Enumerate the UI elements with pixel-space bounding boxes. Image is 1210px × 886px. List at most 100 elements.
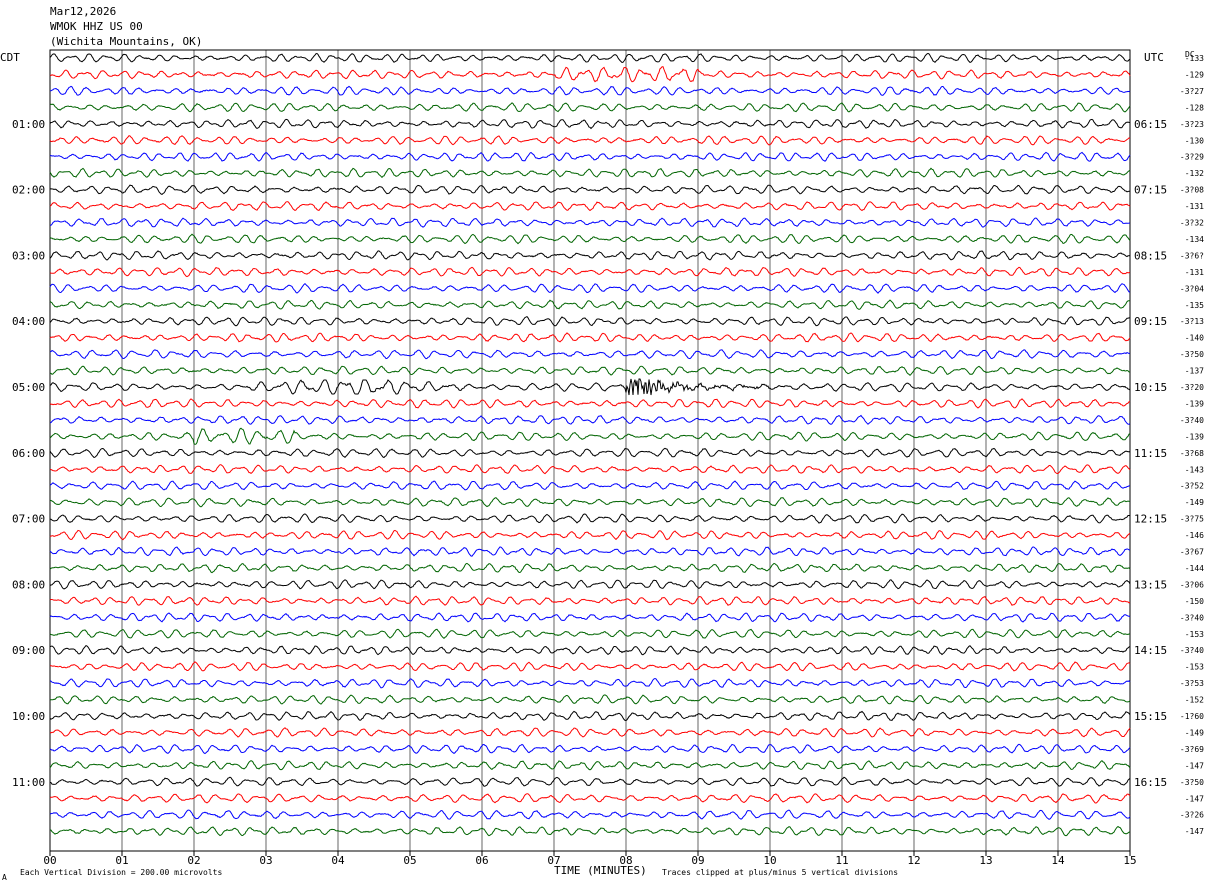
trace-row <box>49 612 1131 623</box>
trace-row <box>49 776 1131 787</box>
dc-offset-label: -143 <box>1185 465 1204 474</box>
right-timezone-label: UTC <box>1144 51 1164 64</box>
dc-offset-label: -3?52 <box>1180 482 1204 491</box>
trace-row <box>49 66 1131 83</box>
trace-row <box>49 299 1130 310</box>
dc-offset-label: -3?6? <box>1180 251 1204 260</box>
left-hour-label: 05:00 <box>12 381 45 394</box>
trace-row <box>49 266 1131 278</box>
right-hour-label: 06:15 <box>1134 118 1167 131</box>
trace-row <box>49 825 1131 837</box>
x-tick-label: 02 <box>187 854 200 867</box>
trace-row <box>49 464 1131 475</box>
time-grid <box>49 49 1131 852</box>
trace-row <box>49 151 1131 162</box>
trace-row <box>49 135 1131 146</box>
trace-row <box>49 85 1131 96</box>
right-hour-label: 16:15 <box>1134 776 1167 789</box>
x-tick-label: 05 <box>403 854 416 867</box>
right-hour-label: 12:15 <box>1134 513 1167 526</box>
dc-offset-label: -130 <box>1185 136 1204 145</box>
vertical-division-note: Each Vertical Division = 200.00 microvol… <box>20 868 222 877</box>
left-hour-label: 10:00 <box>12 710 45 723</box>
dc-offset-label: -3?27 <box>1180 87 1204 96</box>
record-date: Mar12,2026 <box>50 5 117 18</box>
dc-offset-label: -3?29 <box>1180 153 1204 162</box>
trace-row <box>49 529 1131 541</box>
trace-row <box>49 513 1131 524</box>
right-hour-label: 07:15 <box>1134 184 1167 197</box>
trace-row <box>49 414 1131 425</box>
trace-row <box>49 447 1131 459</box>
dc-offset-label: -3?13 <box>1180 317 1204 326</box>
dc-offset-label: -139 <box>1185 399 1204 408</box>
dc-offset-label: -3?68 <box>1180 449 1204 458</box>
trace-row <box>49 677 1131 689</box>
dc-offset-label: -1?60 <box>1180 712 1204 721</box>
dc-offset-label: -3?40 <box>1180 613 1204 622</box>
dc-offset-label: -139 <box>1185 432 1204 441</box>
trace-row <box>49 283 1131 294</box>
dc-offset-label: -3?40 <box>1180 416 1204 425</box>
x-axis-label: TIME (MINUTES) <box>554 864 647 877</box>
trace-row <box>49 233 1131 245</box>
trace-row <box>49 52 1131 64</box>
left-hour-label: 04:00 <box>12 315 45 328</box>
dc-offset-label: -149 <box>1185 498 1204 507</box>
right-hour-label: 14:15 <box>1134 644 1167 657</box>
dc-offset-label: -3?26 <box>1180 811 1204 820</box>
dc-label: DC <box>1185 50 1195 59</box>
dc-offset-label: -133 <box>1185 54 1204 63</box>
time-axis: 00 01 02 03 04 05 06 07 08 09 10 11 12 13 14 15 -133 -129… <box>12 54 1204 867</box>
dc-offset-label: -144 <box>1185 564 1204 573</box>
trace-row <box>49 315 1131 327</box>
right-hour-label: 13:15 <box>1134 578 1167 591</box>
dc-offset-label: -3?23 <box>1180 120 1204 129</box>
dc-offset-label: -3?20 <box>1180 383 1204 392</box>
dc-offset-label: -129 <box>1185 70 1204 79</box>
x-tick-label: 13 <box>979 854 992 867</box>
trace-row <box>49 102 1131 113</box>
dc-offset-label: -153 <box>1185 663 1204 672</box>
x-tick-label: 06 <box>475 854 488 867</box>
dc-offset-label: -149 <box>1185 728 1204 737</box>
dc-offset-label: -147 <box>1185 761 1204 770</box>
right-hour-label: 15:15 <box>1134 710 1167 723</box>
trace-row <box>49 167 1131 179</box>
x-tick-label: 01 <box>115 854 128 867</box>
dc-offset-label: -3?06 <box>1180 580 1204 589</box>
trace-row <box>49 378 1131 396</box>
dc-offset-label: -131 <box>1185 268 1204 277</box>
x-tick-label: 03 <box>259 854 272 867</box>
trace-row <box>49 661 1131 672</box>
dc-offset-label: -3?67 <box>1180 548 1204 557</box>
x-tick-label: 12 <box>907 854 920 867</box>
dc-offset-label: -135 <box>1185 301 1204 310</box>
trace-row <box>49 497 1131 508</box>
left-hour-label: 02:00 <box>12 184 45 197</box>
left-hour-label: 11:00 <box>12 776 45 789</box>
x-tick-label: 00 <box>43 854 56 867</box>
dc-offset-label: -3?40 <box>1180 646 1204 655</box>
trace-row <box>49 349 1131 360</box>
dc-offset-label: -134 <box>1185 235 1204 244</box>
x-tick-label: 09 <box>691 854 704 867</box>
station-code: WMOK HHZ US 00 <box>50 20 143 33</box>
dc-offset-label: -137 <box>1185 367 1204 376</box>
trace-row <box>49 427 1131 445</box>
trace-row <box>49 809 1131 820</box>
trace-row <box>49 595 1131 606</box>
trace-row <box>49 710 1131 722</box>
left-hour-label: 01:00 <box>12 118 45 131</box>
right-hour-label: 08:15 <box>1134 249 1167 262</box>
trace-row <box>49 793 1131 804</box>
left-hour-label: 08:00 <box>12 578 45 591</box>
dc-offset-label: -147 <box>1185 794 1204 803</box>
dc-offset-label: -3?69 <box>1180 745 1204 754</box>
right-hour-label: 09:15 <box>1134 315 1167 328</box>
dc-offset-label: -146 <box>1185 531 1204 540</box>
trace-row <box>49 201 1131 212</box>
x-tick-label: 11 <box>835 854 848 867</box>
dc-offset-label: -128 <box>1185 103 1204 112</box>
